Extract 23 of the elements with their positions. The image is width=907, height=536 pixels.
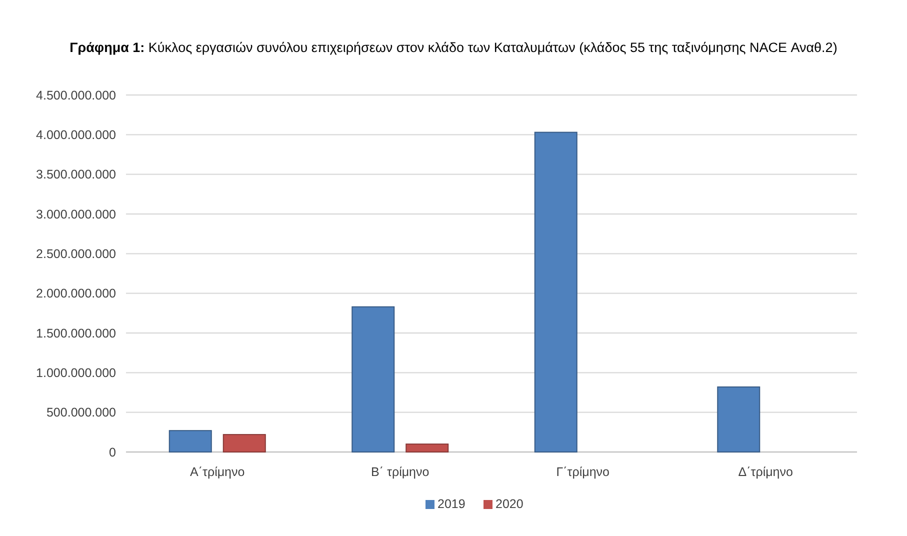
bar (534, 132, 578, 452)
bar (406, 444, 449, 452)
y-tick-label: 2.500.000.000 (36, 247, 116, 262)
x-tick-label: Γ΄τρίμηνο (556, 465, 610, 479)
bar (168, 430, 212, 452)
y-tick-label: 1.500.000.000 (36, 326, 116, 340)
x-tick-label: Δ΄τρίμηνο (738, 465, 794, 479)
x-tick-label: Α΄τρίμηνο (190, 465, 245, 479)
legend-label: 2020 (496, 497, 524, 511)
legend-label: 2019 (438, 497, 466, 511)
y-tick-label: 0 (109, 445, 116, 460)
y-tick-label: 3.500.000.000 (36, 168, 116, 182)
bar (222, 434, 266, 452)
y-tick-label: 2.000.000.000 (36, 286, 116, 301)
y-tick-label: 4.000.000.000 (36, 128, 116, 142)
y-tick-label: 500.000.000 (46, 406, 116, 420)
y-tick-label: 3.000.000.000 (36, 207, 116, 222)
bar (352, 306, 395, 452)
y-tick-label: 1.000.000.000 (36, 366, 116, 380)
y-tick-label: 4.500.000.000 (36, 88, 116, 102)
bar (717, 386, 760, 452)
x-tick-label: Β΄ τρίμηνο (371, 465, 430, 479)
chart-title: Γράφημα 1: Κύκλος εργασιών συνόλου επιχειρήσεων στον κλάδο των Καταλυμάτων (κλάδος 55 της ταξινόμησης NACE Αναθ.2) (70, 40, 838, 55)
